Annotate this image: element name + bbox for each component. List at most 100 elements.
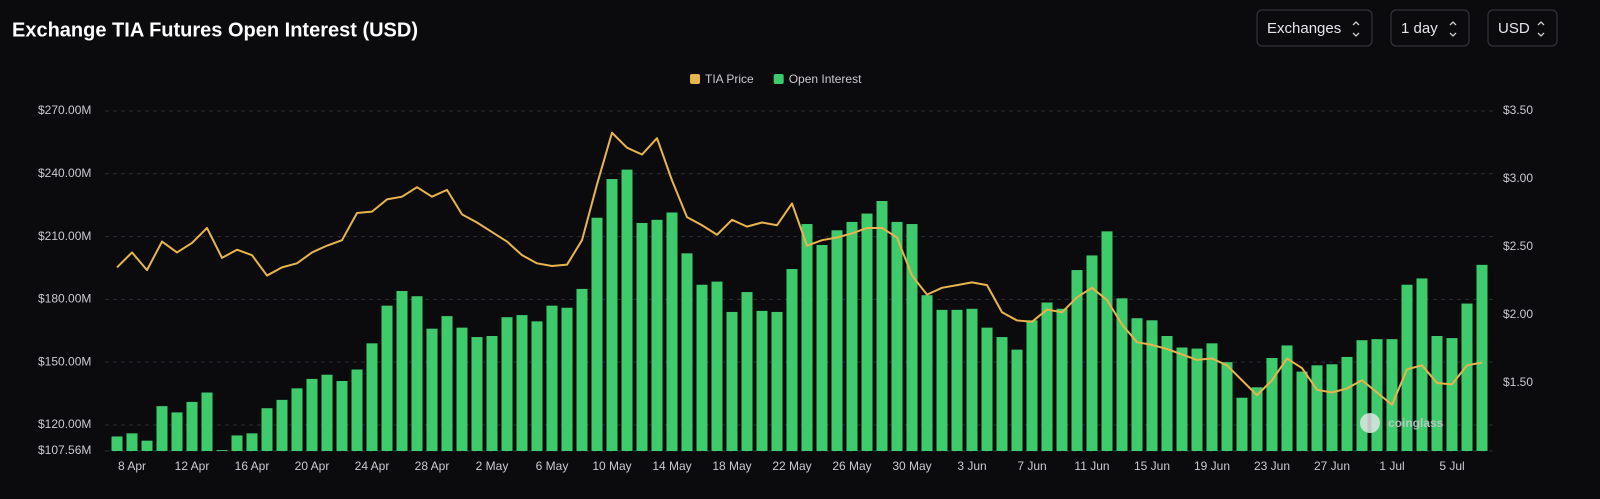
bar	[801, 224, 813, 451]
bar	[1056, 308, 1068, 451]
bar	[576, 288, 588, 451]
bar	[951, 309, 963, 451]
legend-swatch	[690, 74, 700, 84]
x-tick-label: 5 Jul	[1439, 459, 1464, 473]
dropdown[interactable]	[1487, 9, 1558, 47]
bar	[441, 316, 453, 451]
bar	[471, 337, 483, 451]
bar	[1086, 255, 1098, 451]
bar	[1326, 364, 1338, 451]
x-tick-label: 20 Apr	[295, 459, 330, 473]
bar	[561, 307, 573, 451]
bar	[291, 388, 303, 451]
bar	[1131, 318, 1143, 451]
bar	[261, 408, 273, 451]
bar	[1356, 340, 1368, 451]
x-tick-label: 27 Jun	[1314, 459, 1350, 473]
y-tick-label: $107.56M	[38, 443, 91, 457]
price-line	[116, 131, 1483, 406]
bar	[1431, 336, 1443, 451]
bar	[771, 311, 783, 451]
x-tick-label: 10 May	[592, 459, 631, 473]
bar	[201, 392, 213, 451]
bar	[1371, 339, 1383, 451]
bar	[711, 281, 723, 451]
dropdown-label: 1 day	[1401, 20, 1438, 37]
bar	[1266, 357, 1278, 451]
bar	[1101, 231, 1113, 451]
bar	[111, 436, 123, 451]
bar	[891, 221, 903, 451]
x-tick-label: 1 Jul	[1379, 459, 1404, 473]
y2-tick-label: $2.00	[1503, 307, 1533, 321]
bar	[1221, 362, 1233, 451]
bar	[426, 328, 438, 451]
bar	[876, 201, 888, 451]
bar	[456, 327, 468, 451]
chart-title: Exchange TIA Futures Open Interest (USD)	[12, 19, 418, 41]
bar	[1071, 270, 1083, 451]
bar	[636, 222, 648, 451]
y-tick-label: $240.00M	[38, 166, 91, 180]
bar	[246, 433, 258, 451]
x-tick-label: 7 Jun	[1017, 459, 1046, 473]
bar	[1026, 320, 1038, 451]
bar	[1146, 320, 1158, 451]
bar	[921, 295, 933, 451]
bar	[321, 374, 333, 451]
bar	[831, 230, 843, 451]
y2-tick-label: $3.50	[1503, 103, 1533, 117]
bar	[966, 308, 978, 451]
bar	[726, 311, 738, 451]
x-tick-label: 3 Jun	[957, 459, 986, 473]
bar	[171, 412, 183, 451]
bar	[231, 435, 243, 451]
bar	[1206, 343, 1218, 451]
bar	[651, 219, 663, 451]
bar	[1296, 371, 1308, 451]
bar	[306, 378, 318, 451]
bar	[1116, 298, 1128, 451]
chevron	[1352, 21, 1360, 37]
x-tick-label: 8 Apr	[118, 459, 146, 473]
bar	[216, 450, 228, 451]
bar	[816, 244, 828, 451]
y-tick-label: $120.00M	[38, 417, 91, 431]
bar	[981, 327, 993, 451]
dropdown-label: USD	[1498, 20, 1530, 37]
chevron	[1537, 21, 1545, 37]
bar	[396, 291, 408, 451]
bar	[501, 317, 513, 451]
bar	[1191, 348, 1203, 451]
bar	[1041, 302, 1053, 451]
x-tick-label: 30 May	[892, 459, 931, 473]
bar	[411, 296, 423, 451]
bar	[696, 284, 708, 451]
x-tick-label: 14 May	[652, 459, 691, 473]
legend-swatch	[773, 74, 784, 84]
bar	[906, 224, 918, 451]
bar	[621, 169, 633, 451]
y2-tick-label: $1.50	[1503, 375, 1533, 389]
dropdown[interactable]	[1256, 9, 1373, 47]
x-tick-label: 11 Jun	[1074, 459, 1109, 473]
bar	[1446, 338, 1458, 451]
bar	[756, 310, 768, 451]
bar	[1476, 264, 1488, 451]
bar	[1311, 365, 1323, 451]
bar	[1461, 303, 1473, 451]
y-tick-label: $270.00M	[38, 103, 91, 117]
x-tick-label: 24 Apr	[355, 459, 390, 473]
bar	[1281, 345, 1293, 451]
y-tick-label: $180.00M	[38, 292, 91, 306]
bar	[186, 401, 198, 451]
dropdown-label: Exchanges	[1267, 20, 1341, 37]
bar	[591, 217, 603, 451]
bar	[486, 336, 498, 451]
dropdown[interactable]	[1390, 9, 1470, 47]
y-tick-label: $150.00M	[38, 354, 91, 368]
x-tick-label: 22 May	[772, 459, 811, 473]
bar	[741, 292, 753, 451]
bar	[786, 269, 798, 451]
